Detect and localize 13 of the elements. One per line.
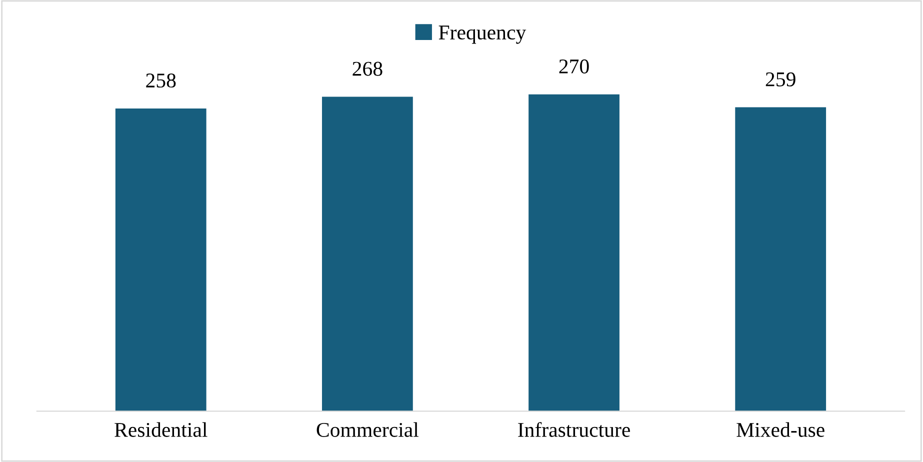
- data-label: 259: [766, 72, 796, 86]
- bar: [735, 107, 826, 412]
- bar: [322, 96, 413, 412]
- x-tick-label: Mixed-use: [736, 422, 824, 437]
- x-tick-label: Infrastructure: [518, 422, 630, 437]
- bar: [528, 94, 620, 412]
- bar: [115, 108, 206, 412]
- data-label: 268: [352, 62, 382, 76]
- x-tick-label: Commercial: [316, 422, 419, 437]
- data-label: 270: [559, 59, 589, 74]
- legend-label: Frequency: [438, 26, 526, 44]
- data-label: 258: [146, 74, 176, 88]
- x-tick-label: Residential: [114, 422, 208, 437]
